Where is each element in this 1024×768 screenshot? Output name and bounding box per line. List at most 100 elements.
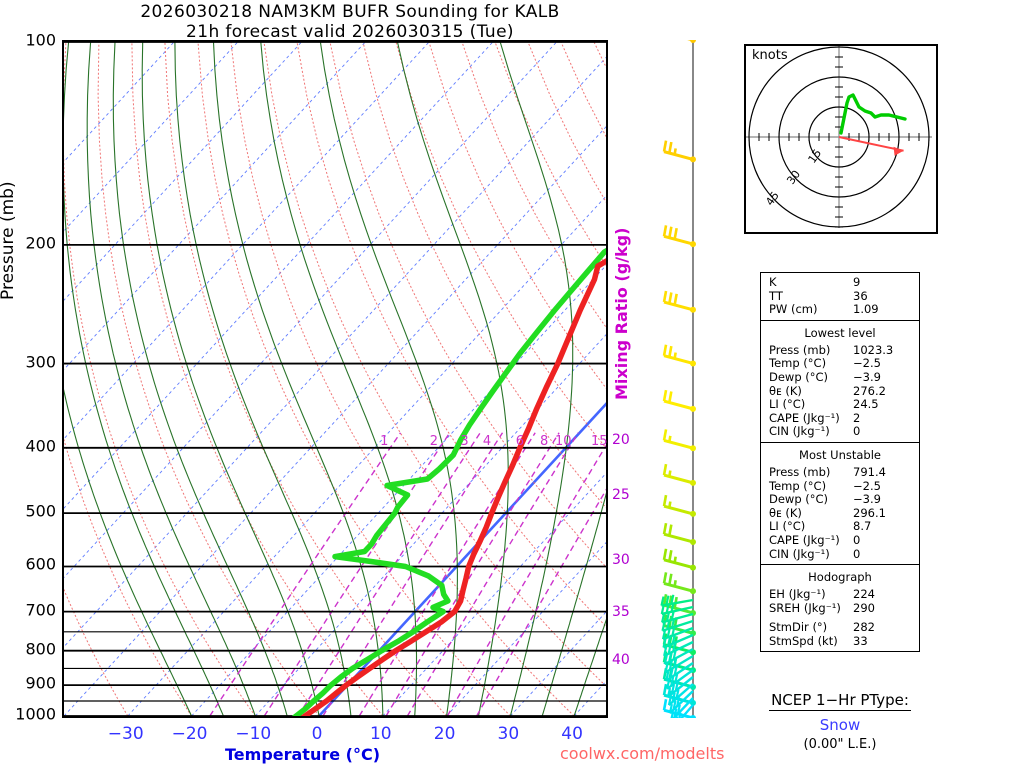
temperature-tick-10: 10: [369, 724, 392, 744]
pressure-tick-900: 900: [25, 673, 56, 693]
wind-barb-column[interactable]: [655, 40, 710, 718]
stat-row: CIN (Jkg⁻¹) 0: [761, 546, 919, 562]
stat-value: 33: [853, 633, 868, 648]
skewt-diagram[interactable]: [62, 40, 608, 718]
mixing-ratio-tick-25: 25: [612, 487, 630, 503]
chart-title-block: 2026030218 NAM3KM BUFR Sounding for KALB…: [0, 2, 700, 42]
ptype-block: NCEP 1−Hr PType: Snow (0.00" L.E.): [744, 690, 936, 752]
pressure-tick-800: 800: [25, 639, 56, 659]
pressure-tick-500: 500: [25, 501, 56, 521]
stat-row: K 9: [761, 275, 919, 290]
mixing-ratio-tick-30: 30: [612, 552, 630, 568]
storm-motion-arrowhead: [893, 146, 904, 156]
wind-barb-low-13: [668, 690, 694, 715]
wind-barb-550: [662, 522, 696, 545]
stat-label: SREH (Jkg⁻¹): [769, 600, 841, 615]
stat-value: 0: [853, 546, 861, 561]
mixing-ratio-label-3: 3: [460, 433, 469, 449]
ptype-title: NCEP 1−Hr PType:: [769, 691, 911, 711]
stat-value: 0: [853, 532, 861, 547]
stat-row: Press (mb) 1023.3: [761, 342, 919, 358]
stat-value: 36: [853, 288, 868, 303]
wind-barb-low-6: [663, 640, 694, 657]
wind-barb-300: [662, 344, 696, 367]
stat-row: SREH (Jkg⁻¹) 290: [761, 600, 919, 616]
wind-barb-350: [662, 389, 696, 412]
stat-row: LI (°C) 8.7: [761, 520, 919, 534]
mixing-ratio-tick-20: 20: [612, 432, 630, 448]
wind-barb-low-11: [666, 676, 694, 698]
stat-value: −2.5: [853, 478, 881, 493]
temperature-tick--10: −10: [235, 724, 272, 744]
stat-label: CIN (Jkg⁻¹): [769, 546, 830, 561]
stat-label: Temp (°C): [769, 356, 827, 371]
mixing-ratio-label-15: 15: [590, 433, 608, 449]
mixing-ratio-label-4: 4: [482, 433, 492, 449]
stats-most-unstable-section: Most Unstable Press (mb) 791.4 Temp (°C) −2…: [761, 443, 919, 566]
hodograph-ring-label-45: 45: [763, 189, 782, 208]
wind-barb-low-3: [661, 618, 694, 632]
stats-lowest-level-section: Lowest level Press (mb) 1023.3 Temp (°C) −2…: [761, 321, 919, 443]
pressure-tick-1000: 1000: [15, 704, 56, 724]
mixing-ratio-label-6: 6: [515, 433, 525, 449]
wind-barb-low-8: [664, 654, 694, 674]
stat-label: EH (Jkg⁻¹): [769, 587, 826, 602]
stat-value: −2.5: [853, 356, 881, 371]
wind-barb-100: [687, 40, 696, 43]
mixing-ratio-label-1: 1: [380, 433, 389, 449]
title-line-2: 21h forecast valid 2026030315 (Tue): [186, 22, 514, 42]
pressure-tick-400: 400: [25, 436, 56, 456]
wind-barb-svg: [660, 40, 696, 718]
pressure-tick-700: 700: [25, 600, 56, 620]
wind-barb-low-14: [670, 697, 694, 718]
stat-row: PW (cm) 1.09: [761, 303, 919, 317]
stat-label: Dewp (°C): [769, 369, 829, 384]
wind-barb-500: [662, 494, 696, 517]
stat-label: Press (mb): [769, 342, 831, 357]
mixing-ratio-label-8: 8: [539, 433, 549, 449]
stat-value: 296.1: [853, 505, 886, 520]
stat-value: 24.5: [853, 397, 879, 412]
pressure-tick-300: 300: [25, 352, 56, 372]
stat-label: StmSpd (kt): [769, 633, 838, 648]
stat-label: CAPE (Jkg⁻¹): [769, 532, 840, 547]
wind-barb-250: [662, 290, 696, 313]
skewt-svg-canvas: [64, 42, 606, 716]
mixing-ratio-label-10: 10: [555, 433, 572, 449]
stat-row: StmSpd (kt) 33: [761, 633, 919, 649]
mixing-ratio-axis-label: Mixing Ratio (g/kg): [612, 227, 631, 400]
stat-row: CAPE (Jkg⁻¹) 0: [761, 532, 919, 548]
stat-row: EH (Jkg⁻¹) 224: [761, 587, 919, 602]
stat-row: Dewp (°C) −3.9: [761, 493, 919, 507]
stat-label: θᴇ (K): [769, 383, 802, 398]
section-heading: Hodograph: [808, 570, 872, 585]
stat-value: 224: [853, 587, 875, 602]
skewt-plot-area: [64, 42, 606, 716]
mixing-ratio-label-2: 2: [429, 433, 438, 449]
wind-barb-low-5: [662, 633, 694, 649]
wind-barb-low-4: [661, 626, 694, 641]
section-heading: Lowest level: [804, 325, 876, 340]
stat-value: 8.7: [853, 519, 872, 534]
stat-value: 1023.3: [853, 342, 894, 357]
temperature-tick-30: 30: [497, 724, 520, 744]
stat-label: θᴇ (K): [769, 505, 802, 520]
stat-label: LI (°C): [769, 519, 806, 534]
sounding-stats-panel: K 9 TT 36 PW (cm) 1.09 Lowest level Pres…: [760, 272, 920, 653]
wind-barb-150: [662, 140, 696, 163]
temperature-tick--30: −30: [107, 724, 144, 744]
hodograph-units-label: knots: [752, 48, 788, 63]
stat-value: 1.09: [853, 302, 879, 317]
stat-label: Dewp (°C): [769, 492, 829, 507]
stat-row: StmDir (°) 282: [761, 621, 919, 635]
pressure-tick-200: 200: [25, 233, 56, 253]
stat-row: θᴇ (K) 296.1: [761, 505, 919, 521]
stat-value: 791.4: [853, 464, 886, 479]
wind-barb-low-2: [661, 610, 694, 624]
stat-row: Dewp (°C) −3.9: [761, 369, 919, 385]
hodograph-plot[interactable]: knots 15 30 45: [744, 44, 938, 234]
stats-hodograph-section: Hodograph EH (Jkg⁻¹) 224 SREH (Jkg⁻¹) 290 S…: [761, 565, 919, 651]
temperature-tick-40: 40: [561, 724, 583, 744]
hodograph-ring-label-30: 30: [784, 168, 803, 187]
